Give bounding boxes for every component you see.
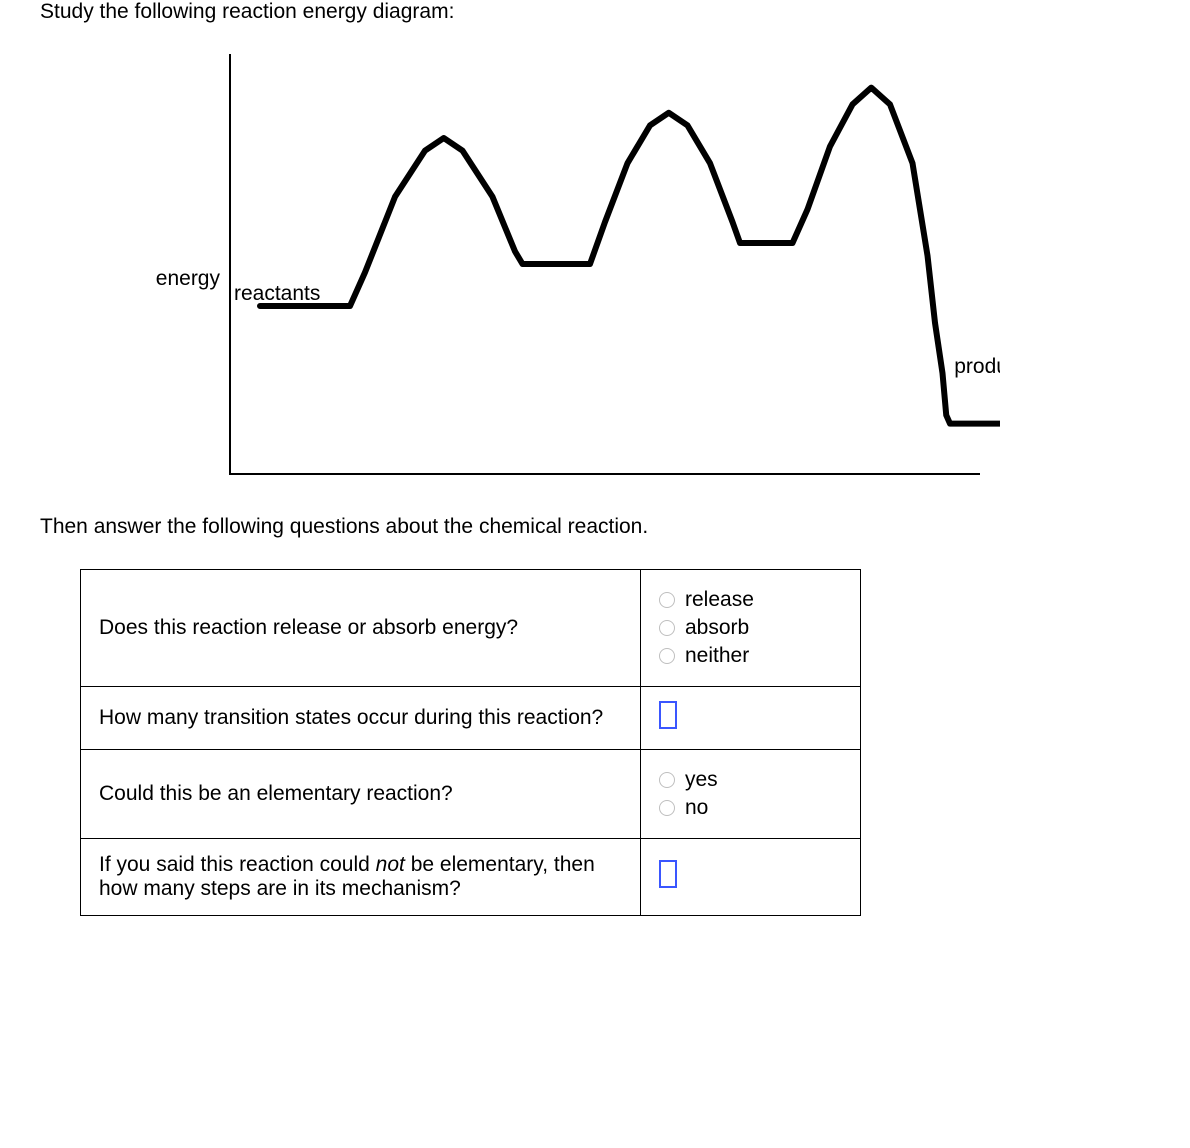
radio-icon xyxy=(659,592,675,608)
question-3-text: Could this be an elementary reaction? xyxy=(81,750,641,839)
q4-text-part1: If you said this reaction could xyxy=(99,853,376,876)
radio-icon xyxy=(659,800,675,816)
radio-option-yes[interactable]: yes xyxy=(659,768,842,792)
radio-option-absorb[interactable]: absorb xyxy=(659,616,842,640)
radio-option-release[interactable]: release xyxy=(659,588,842,612)
radio-option-no[interactable]: no xyxy=(659,796,842,820)
svg-text:products: products xyxy=(954,355,1000,378)
table-row: How many transition states occur during … xyxy=(81,687,861,750)
svg-text:energy: energy xyxy=(156,267,221,290)
energy-diagram: energy reactants products xyxy=(100,44,1000,490)
question-1-text: Does this reaction release or absorb ene… xyxy=(81,570,641,687)
energy-diagram-svg: energy reactants products xyxy=(100,44,1000,484)
radio-icon xyxy=(659,772,675,788)
radio-icon xyxy=(659,648,675,664)
mechanism-steps-input[interactable] xyxy=(659,860,677,888)
radio-label: absorb xyxy=(685,616,749,640)
question-table: Does this reaction release or absorb ene… xyxy=(80,569,861,916)
svg-text:reactants: reactants xyxy=(234,282,320,305)
question-2-text: How many transition states occur during … xyxy=(81,687,641,750)
question-1-answers: release absorb neither xyxy=(641,570,861,687)
table-row: Does this reaction release or absorb ene… xyxy=(81,570,861,687)
transition-states-input[interactable] xyxy=(659,701,677,729)
q4-text-italic: not xyxy=(376,853,405,876)
question-3-answers: yes no xyxy=(641,750,861,839)
instruction-text: Then answer the following questions abou… xyxy=(40,515,1150,539)
radio-label: neither xyxy=(685,644,749,668)
page-title: Study the following reaction energy diag… xyxy=(40,0,1150,24)
table-row: If you said this reaction could not be e… xyxy=(81,839,861,916)
radio-icon xyxy=(659,620,675,636)
question-4-answer xyxy=(641,839,861,916)
question-2-answer xyxy=(641,687,861,750)
table-row: Could this be an elementary reaction? ye… xyxy=(81,750,861,839)
question-4-text: If you said this reaction could not be e… xyxy=(81,839,641,916)
page-container: Study the following reaction energy diag… xyxy=(0,0,1190,936)
radio-label: yes xyxy=(685,768,718,792)
radio-label: no xyxy=(685,796,708,820)
radio-label: release xyxy=(685,588,754,612)
radio-option-neither[interactable]: neither xyxy=(659,644,842,668)
